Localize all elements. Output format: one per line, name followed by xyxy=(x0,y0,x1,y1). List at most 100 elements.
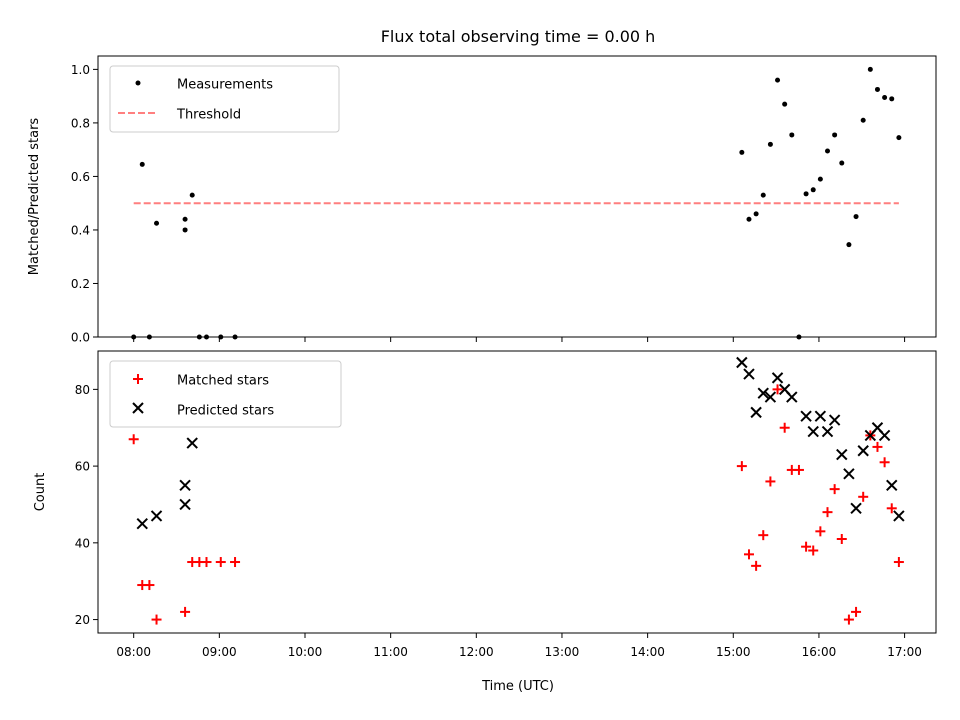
legend-matched-marker xyxy=(133,374,143,384)
predicted-star-point xyxy=(136,517,148,530)
matched-star-point xyxy=(201,557,212,568)
top-y-axis-label: Matched/Predicted stars xyxy=(27,118,42,276)
top-y-ticks: 0.0 0.2 0.4 0.6 0.8 1.0 xyxy=(71,63,98,345)
predicted-star-point xyxy=(736,356,748,369)
x-tick-label: 09:00 xyxy=(202,645,237,659)
measurement-point xyxy=(760,192,766,198)
measurement-point xyxy=(810,187,816,193)
matched-star-point xyxy=(893,557,904,568)
predicted-star-point xyxy=(878,429,891,442)
measurement-point xyxy=(874,86,880,92)
matched-star-point xyxy=(128,434,139,445)
measurement-point xyxy=(889,96,895,102)
legend-matched-label: Matched stars xyxy=(177,374,269,389)
bottom-y-tick-label: 40 xyxy=(75,536,90,550)
predicted-star-point xyxy=(786,391,798,403)
bottom-y-tick-label: 80 xyxy=(75,383,90,397)
x-axis-label: Time (UTC) xyxy=(481,679,554,694)
x-tick-label: 15:00 xyxy=(716,645,751,659)
matched-star-point xyxy=(772,384,783,395)
top-axes-frame xyxy=(97,55,937,338)
predicted-star-point xyxy=(764,391,777,403)
matched-star-point xyxy=(872,441,883,452)
matched-star-point xyxy=(829,484,840,495)
matched-star-point xyxy=(230,557,241,568)
measurement-point xyxy=(203,334,209,340)
top-legend-box xyxy=(109,65,340,133)
measurement-point xyxy=(860,117,866,123)
measurement-point xyxy=(753,211,759,217)
predicted-star-point xyxy=(750,406,762,419)
matched-star-point xyxy=(822,507,833,518)
predicted-star-point xyxy=(179,479,191,491)
bottom-y-ticks: 20 40 60 80 xyxy=(75,383,98,627)
measurement-point xyxy=(196,334,202,340)
measurement-point xyxy=(232,334,238,340)
predicted-star-point xyxy=(814,410,827,422)
measurement-point xyxy=(131,334,137,340)
matched-star-point xyxy=(779,422,790,433)
predicted-star-point xyxy=(836,448,848,461)
measurement-point xyxy=(832,132,838,138)
legend-threshold-label: Threshold xyxy=(176,108,241,123)
predicted-star-point xyxy=(800,410,812,422)
measurement-point xyxy=(803,191,809,197)
measurement-point xyxy=(796,334,802,340)
matched-star-point xyxy=(758,530,769,541)
matched-star-point xyxy=(144,580,155,591)
bottom-legend-box xyxy=(109,360,342,428)
bottom-y-tick-label: 60 xyxy=(75,460,90,474)
predicted-star-point xyxy=(886,479,898,491)
top-y-tick-label: 1.0 xyxy=(71,63,90,77)
measurement-point xyxy=(775,77,781,83)
matched-star-point xyxy=(801,541,812,552)
predicted-star-point xyxy=(179,498,191,511)
predicted-star-point xyxy=(821,425,834,438)
measurement-point xyxy=(882,94,888,100)
measurement-point xyxy=(782,101,788,107)
measurement-point xyxy=(767,141,773,147)
matched-star-point xyxy=(215,557,226,568)
measurement-point xyxy=(746,216,752,222)
x-tick-label: 16:00 xyxy=(802,645,837,659)
top-plot-area xyxy=(131,66,902,340)
x-tick-label: 12:00 xyxy=(459,645,494,659)
matched-star-point xyxy=(736,461,747,472)
legend-predicted-label: Predicted stars xyxy=(177,404,274,419)
top-y-tick-label: 0.6 xyxy=(71,170,90,184)
matched-star-point xyxy=(851,606,862,617)
bottom-y-axis-label: Count xyxy=(33,473,48,512)
predicted-star-point xyxy=(150,510,163,522)
x-tick-label: 14:00 xyxy=(630,645,665,659)
bottom-x-ticks: 08:00 09:00 10:00 11:00 12:00 13:00 14:00 15:00… xyxy=(116,633,922,659)
x-tick-label: 13:00 xyxy=(545,645,580,659)
measurement-point xyxy=(146,334,152,340)
matched-star-point xyxy=(808,545,819,556)
predicted-star-point xyxy=(857,445,869,457)
measurement-point xyxy=(789,132,795,138)
legend-measurements-marker xyxy=(135,80,141,86)
measurement-point xyxy=(853,214,859,220)
predicted-star-point xyxy=(186,437,198,449)
top-y-tick-label: 0.8 xyxy=(71,116,90,130)
bottom-axes-frame xyxy=(97,350,937,634)
x-tick-label: 17:00 xyxy=(887,645,922,659)
predicted-star-point xyxy=(757,387,769,399)
measurement-point xyxy=(825,148,831,154)
matched-star-point xyxy=(180,606,191,617)
measurement-point xyxy=(218,334,224,340)
matched-star-point xyxy=(151,614,162,625)
bottom-panel: 20 40 60 80 08:00 09:00 10:00 11:00 12:00 13:00 1… xyxy=(33,350,937,694)
x-tick-label: 11:00 xyxy=(373,645,408,659)
matched-star-point xyxy=(879,457,890,468)
predicted-star-point xyxy=(743,368,755,380)
top-legend: Measurements Threshold xyxy=(109,65,340,133)
measurement-point xyxy=(839,160,845,166)
measurement-point xyxy=(817,176,823,182)
measurement-point xyxy=(867,66,873,72)
top-y-tick-label: 0.0 xyxy=(71,331,90,345)
predicted-star-point xyxy=(843,468,855,480)
measurement-point xyxy=(139,161,145,167)
bottom-y-tick-label: 20 xyxy=(75,613,90,627)
